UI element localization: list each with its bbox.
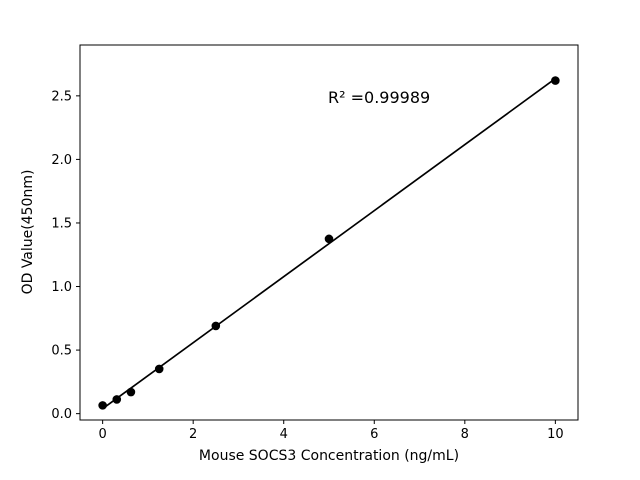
x-axis-label: Mouse SOCS3 Concentration (ng/mL)	[198, 448, 460, 464]
data-point	[551, 76, 560, 85]
x-tick-label: 10	[547, 427, 564, 442]
data-point	[211, 321, 221, 331]
data-point	[324, 234, 334, 244]
r-squared-annotation: R² =0.99989	[328, 88, 431, 107]
x-tick-label: 4	[280, 427, 288, 442]
fit-line	[102, 77, 556, 410]
x-tick-label: 8	[461, 427, 469, 442]
y-axis-label: OD Value(450nm)	[20, 169, 36, 295]
y-tick-label: 1.5	[51, 216, 72, 231]
y-tick-label: 1.0	[51, 280, 72, 295]
data-point	[98, 401, 107, 410]
data-point	[154, 364, 164, 374]
x-tick-label: 2	[189, 427, 197, 442]
y-tick-label: 2.0	[51, 153, 72, 168]
axes-frame	[79, 44, 579, 421]
y-tick-label: 2.5	[51, 89, 72, 104]
x-tick-label: 6	[370, 427, 378, 442]
x-tick-label: 0	[98, 427, 106, 442]
data-point	[112, 395, 122, 404]
y-tick-label: 0.5	[51, 344, 72, 359]
data-point	[126, 387, 136, 397]
y-tick-label: 0.0	[51, 407, 72, 422]
